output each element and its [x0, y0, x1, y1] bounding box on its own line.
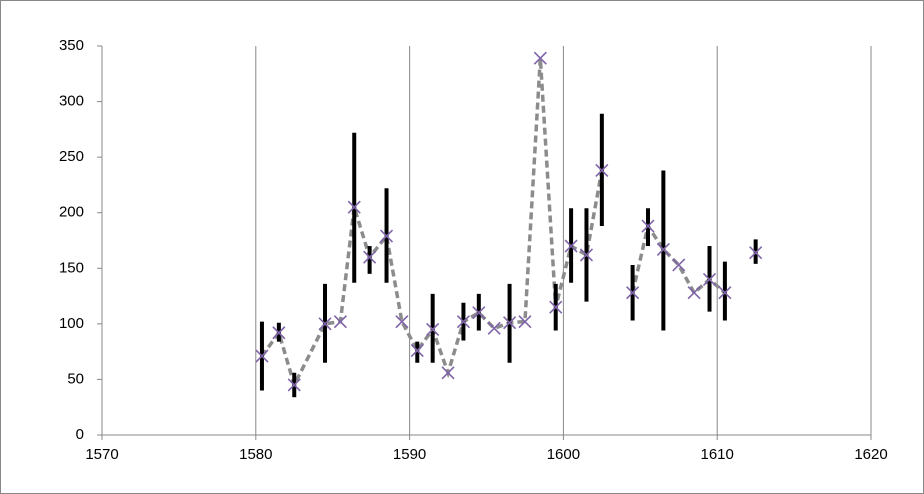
marker	[318, 317, 332, 331]
y-tick-label: 150	[59, 259, 84, 276]
marker	[272, 326, 286, 340]
marker	[549, 300, 563, 314]
x-tick-label: 1600	[547, 446, 580, 463]
marker	[656, 242, 670, 256]
marker	[441, 366, 455, 380]
y-tick-label: 250	[59, 148, 84, 165]
marker	[363, 250, 377, 264]
marker	[595, 163, 609, 178]
x-tick-label: 1620	[854, 446, 887, 463]
marker	[255, 349, 269, 363]
marker	[410, 343, 424, 358]
marker	[672, 258, 686, 272]
marker	[456, 315, 470, 329]
marker	[626, 286, 640, 300]
marker	[487, 321, 501, 335]
x-tick-label: 1580	[239, 446, 272, 463]
marker	[579, 248, 594, 262]
marker	[347, 200, 361, 214]
marker	[379, 229, 394, 243]
marker	[426, 322, 440, 336]
y-tick-label: 300	[59, 93, 84, 110]
marker	[503, 316, 517, 330]
marker	[687, 286, 701, 300]
marker	[518, 315, 532, 329]
marker	[718, 286, 732, 300]
y-tick-label: 0	[76, 426, 84, 443]
y-tick-label: 350	[59, 37, 84, 54]
marker	[472, 306, 486, 320]
x-tick-label: 1590	[393, 446, 426, 463]
x-tick-label: 1610	[701, 446, 734, 463]
y-tick-label: 100	[59, 315, 84, 332]
x-tick-label: 1570	[85, 446, 118, 463]
marker	[641, 219, 655, 233]
y-tick-label: 50	[67, 370, 84, 387]
marker	[333, 315, 347, 329]
marker	[533, 51, 547, 65]
marker	[702, 272, 717, 286]
marker	[395, 315, 409, 329]
marker	[287, 378, 301, 392]
y-tick-label: 200	[59, 204, 84, 221]
marker	[564, 239, 578, 253]
marker	[749, 246, 763, 260]
